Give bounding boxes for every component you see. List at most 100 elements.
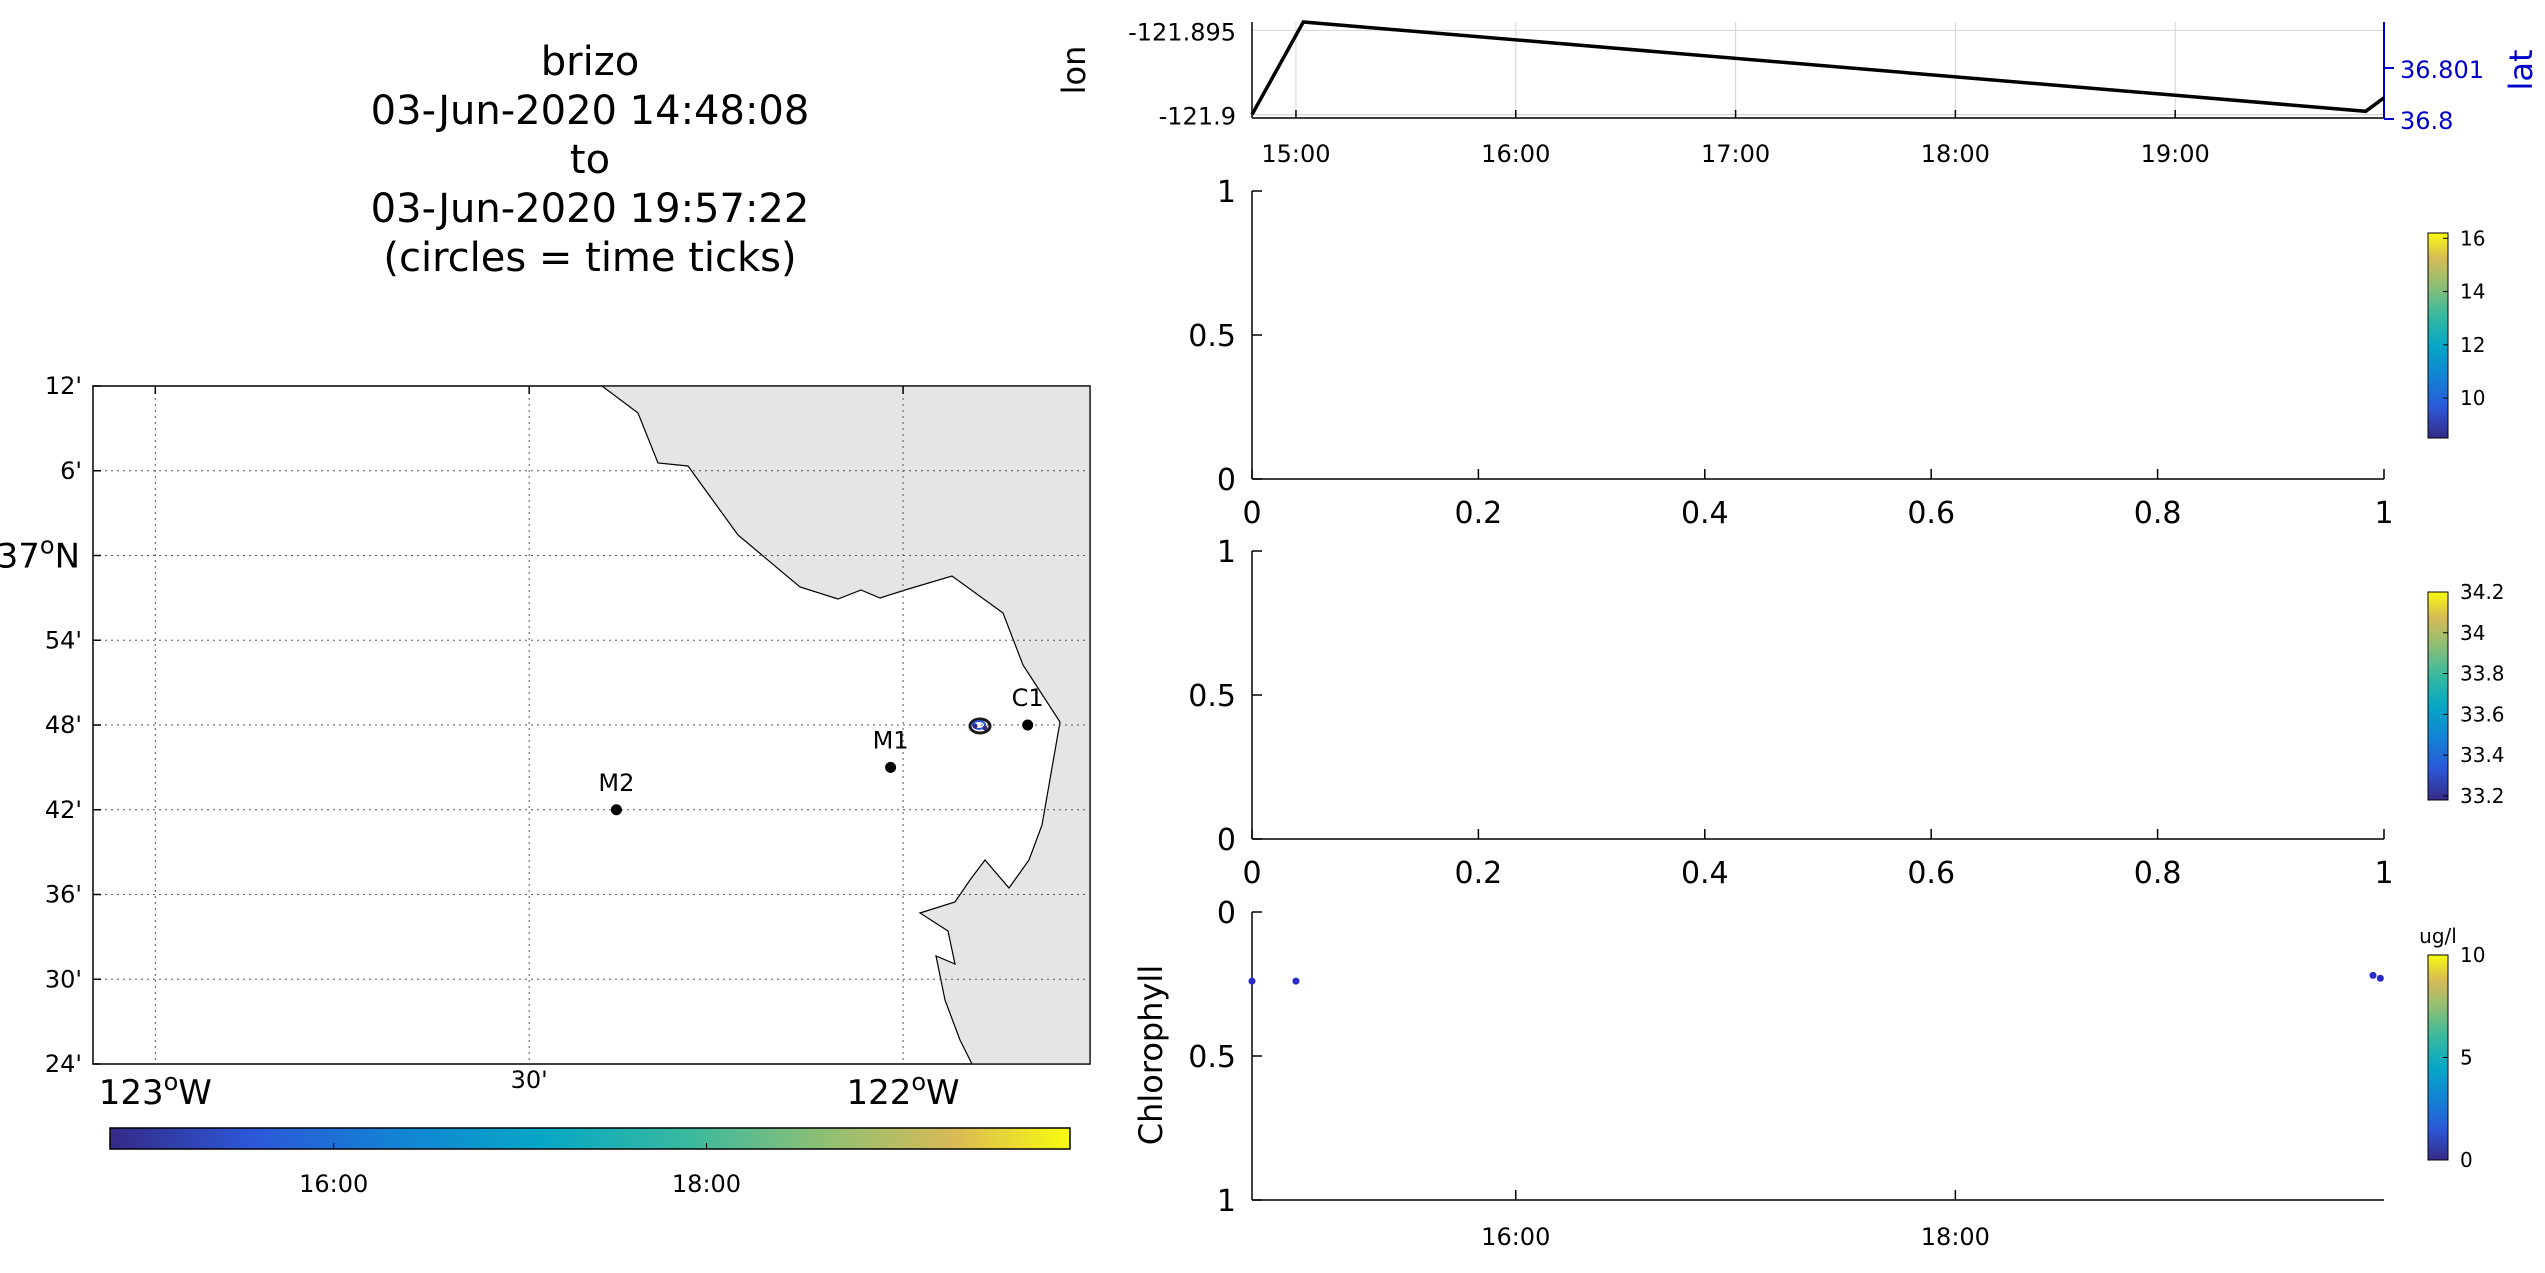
- colorbar-tick-label: 0: [2460, 1148, 2473, 1172]
- track-map: 12' 6' 37oN 54' 48' 42' 36' 30' 24' 123oW 30' 122oW…: [0, 372, 1091, 1198]
- colorbar-tick-label: 14: [2460, 280, 2485, 304]
- position-x-tick-label: 18:00: [1921, 140, 1990, 168]
- glider-track: [968, 717, 992, 735]
- x-tick-label: 0.8: [2134, 496, 2182, 531]
- x-tick-label: 1: [2374, 856, 2393, 891]
- time-colorbar-ticks: 16:00 18:00: [299, 1143, 741, 1198]
- map-tick-labels: 12' 6' 37oN 54' 48' 42' 36' 30' 24' 123oW 30' 122oW: [0, 372, 960, 1113]
- chl-point: [1292, 977, 1300, 985]
- position-panel: 15:00 16:00 17:00 18:00 19:00 -121.895 -121.9 3…: [1055, 18, 2540, 168]
- map-lat-label: 36': [45, 881, 82, 909]
- lat-tick-label: 36.8: [2400, 107, 2453, 135]
- chl-colorbar-unit: ug/l: [2419, 924, 2457, 948]
- colorbar-tick-label: 33.2: [2460, 784, 2505, 808]
- position-x-tick-label: 16:00: [1481, 140, 1550, 168]
- time-colorbar: [109, 1127, 1071, 1150]
- title-line: (circles = time ticks): [383, 235, 796, 281]
- station-marker: [610, 804, 622, 816]
- title-line: 03-Jun-2020 19:57:22: [371, 186, 810, 232]
- panel1-colorbar: [2427, 232, 2449, 439]
- x-tick-label: 0: [1242, 496, 1261, 531]
- colorbar-tick-label: 33.6: [2460, 702, 2505, 726]
- position-tick-labels: 15:00 16:00 17:00 18:00 19:00 -121.895 -121.9 3…: [1128, 18, 2484, 168]
- title-line: brizo: [541, 39, 639, 85]
- panel1-colorbar-ticks: 10 12 14 16: [2443, 226, 2485, 410]
- colorbar-tick-label: 16: [2460, 226, 2485, 250]
- x-tick-label: 0.8: [2134, 856, 2182, 891]
- x-tick-label: 0.2: [1455, 496, 1503, 531]
- x-tick-label: 0.4: [1681, 856, 1729, 891]
- chl-colorbar-ticks: 0 5 10: [2443, 943, 2485, 1172]
- panel2-colorbar: [2427, 591, 2449, 801]
- chl-y-tick-label: 0: [1217, 896, 1236, 931]
- position-x-tick-label: 15:00: [1261, 140, 1330, 168]
- station-label: M2: [598, 769, 634, 797]
- time-colorbar-tick-label: 16:00: [299, 1170, 368, 1198]
- colorbar-tick-label: 10: [2460, 386, 2485, 410]
- x-tick-label: 0.6: [1907, 856, 1955, 891]
- title-line: 03-Jun-2020 14:48:08: [371, 88, 810, 134]
- figure-title: brizo 03-Jun-2020 14:48:08 to 03-Jun-202…: [371, 39, 810, 281]
- map-lon-label: 122oW: [846, 1068, 959, 1113]
- position-x-tick-label: 19:00: [2141, 140, 2210, 168]
- map-lat-label: 24': [45, 1050, 82, 1078]
- map-grid: [93, 386, 1090, 1064]
- lon-tick-label: -121.895: [1128, 18, 1236, 46]
- empty-panel-2: 0 0.2 0.4 0.6 0.8 1 0 0.5 1 33.2 33.4 33.6 33.8 34 34…: [1188, 535, 2504, 891]
- panel2-colorbar-ticks: 33.2 33.4 33.6 33.8 34 34.2: [2443, 580, 2505, 808]
- colorbar-tick-label: 33.4: [2460, 743, 2505, 767]
- chl-x-tick-label: 16:00: [1481, 1223, 1550, 1251]
- station-marker: [885, 761, 897, 773]
- colorbar-tick-label: 12: [2460, 333, 2485, 357]
- chl-y-tick-label: 0.5: [1188, 1040, 1236, 1075]
- chl-x-tick-label: 18:00: [1921, 1223, 1990, 1251]
- y-tick-label: 0.5: [1188, 679, 1236, 714]
- colorbar-tick-label: 10: [2460, 943, 2485, 967]
- time-colorbar-tick-label: 18:00: [672, 1170, 741, 1198]
- lon-series-line: [1250, 20, 2386, 116]
- lat-tick-label: 36.801: [2400, 56, 2484, 84]
- station-marker: [1022, 719, 1034, 731]
- y-tick-label: 0: [1217, 823, 1236, 858]
- map-lat-label: 30': [45, 965, 82, 993]
- lat-axis-label: lat: [2502, 49, 2540, 90]
- panel2-tick-labels: 0 0.2 0.4 0.6 0.8 1 0 0.5 1: [1188, 535, 2393, 891]
- position-grid: [1252, 22, 2384, 118]
- lon-axis-label: lon: [1055, 46, 1093, 95]
- map-lat-label: 48': [45, 711, 82, 739]
- position-x-tick-label: 17:00: [1701, 140, 1770, 168]
- map-lon-label: 30': [511, 1066, 548, 1094]
- station-label: C1: [1012, 684, 1044, 712]
- panel1-tick-labels: 0 0.2 0.4 0.6 0.8 1 0 0.5 1: [1188, 175, 2393, 531]
- y-tick-label: 0.5: [1188, 319, 1236, 354]
- chlorophyll-panel: 16:00 18:00 0 0.5 1 Chlorophyll ug/l 0 5 10: [1132, 896, 2485, 1251]
- x-tick-label: 0.2: [1455, 856, 1503, 891]
- map-lat-label: 37oN: [0, 532, 80, 577]
- map-lon-label: 123oW: [99, 1068, 212, 1113]
- coastline-land: [601, 386, 1090, 1064]
- map-lat-label: 42': [45, 796, 82, 824]
- map-lat-label: 12': [45, 372, 82, 400]
- chl-point: [2369, 971, 2377, 979]
- x-tick-label: 0: [1242, 856, 1261, 891]
- station-label: M1: [873, 726, 909, 754]
- station-markers: M2 M1 C1: [598, 684, 1044, 816]
- y-tick-label: 1: [1217, 175, 1236, 210]
- y-tick-label: 1: [1217, 535, 1236, 570]
- x-tick-label: 1: [2374, 496, 2393, 531]
- x-tick-label: 0.4: [1681, 496, 1729, 531]
- colorbar-tick-label: 34.2: [2460, 580, 2505, 604]
- chl-tick-labels: 16:00 18:00 0 0.5 1: [1188, 896, 1990, 1251]
- colorbar-tick-label: 33.8: [2460, 662, 2505, 686]
- lon-tick-label: -121.9: [1159, 103, 1236, 131]
- chlorophyll-axis-label: Chlorophyll: [1132, 965, 1170, 1145]
- chl-point: [2376, 974, 2384, 982]
- chl-point: [1248, 977, 1256, 985]
- chl-points: [1248, 971, 2384, 985]
- y-tick-label: 0: [1217, 463, 1236, 498]
- map-lat-label: 6': [60, 457, 82, 485]
- title-line: to: [570, 137, 610, 183]
- colorbar-tick-label: 5: [2460, 1046, 2473, 1070]
